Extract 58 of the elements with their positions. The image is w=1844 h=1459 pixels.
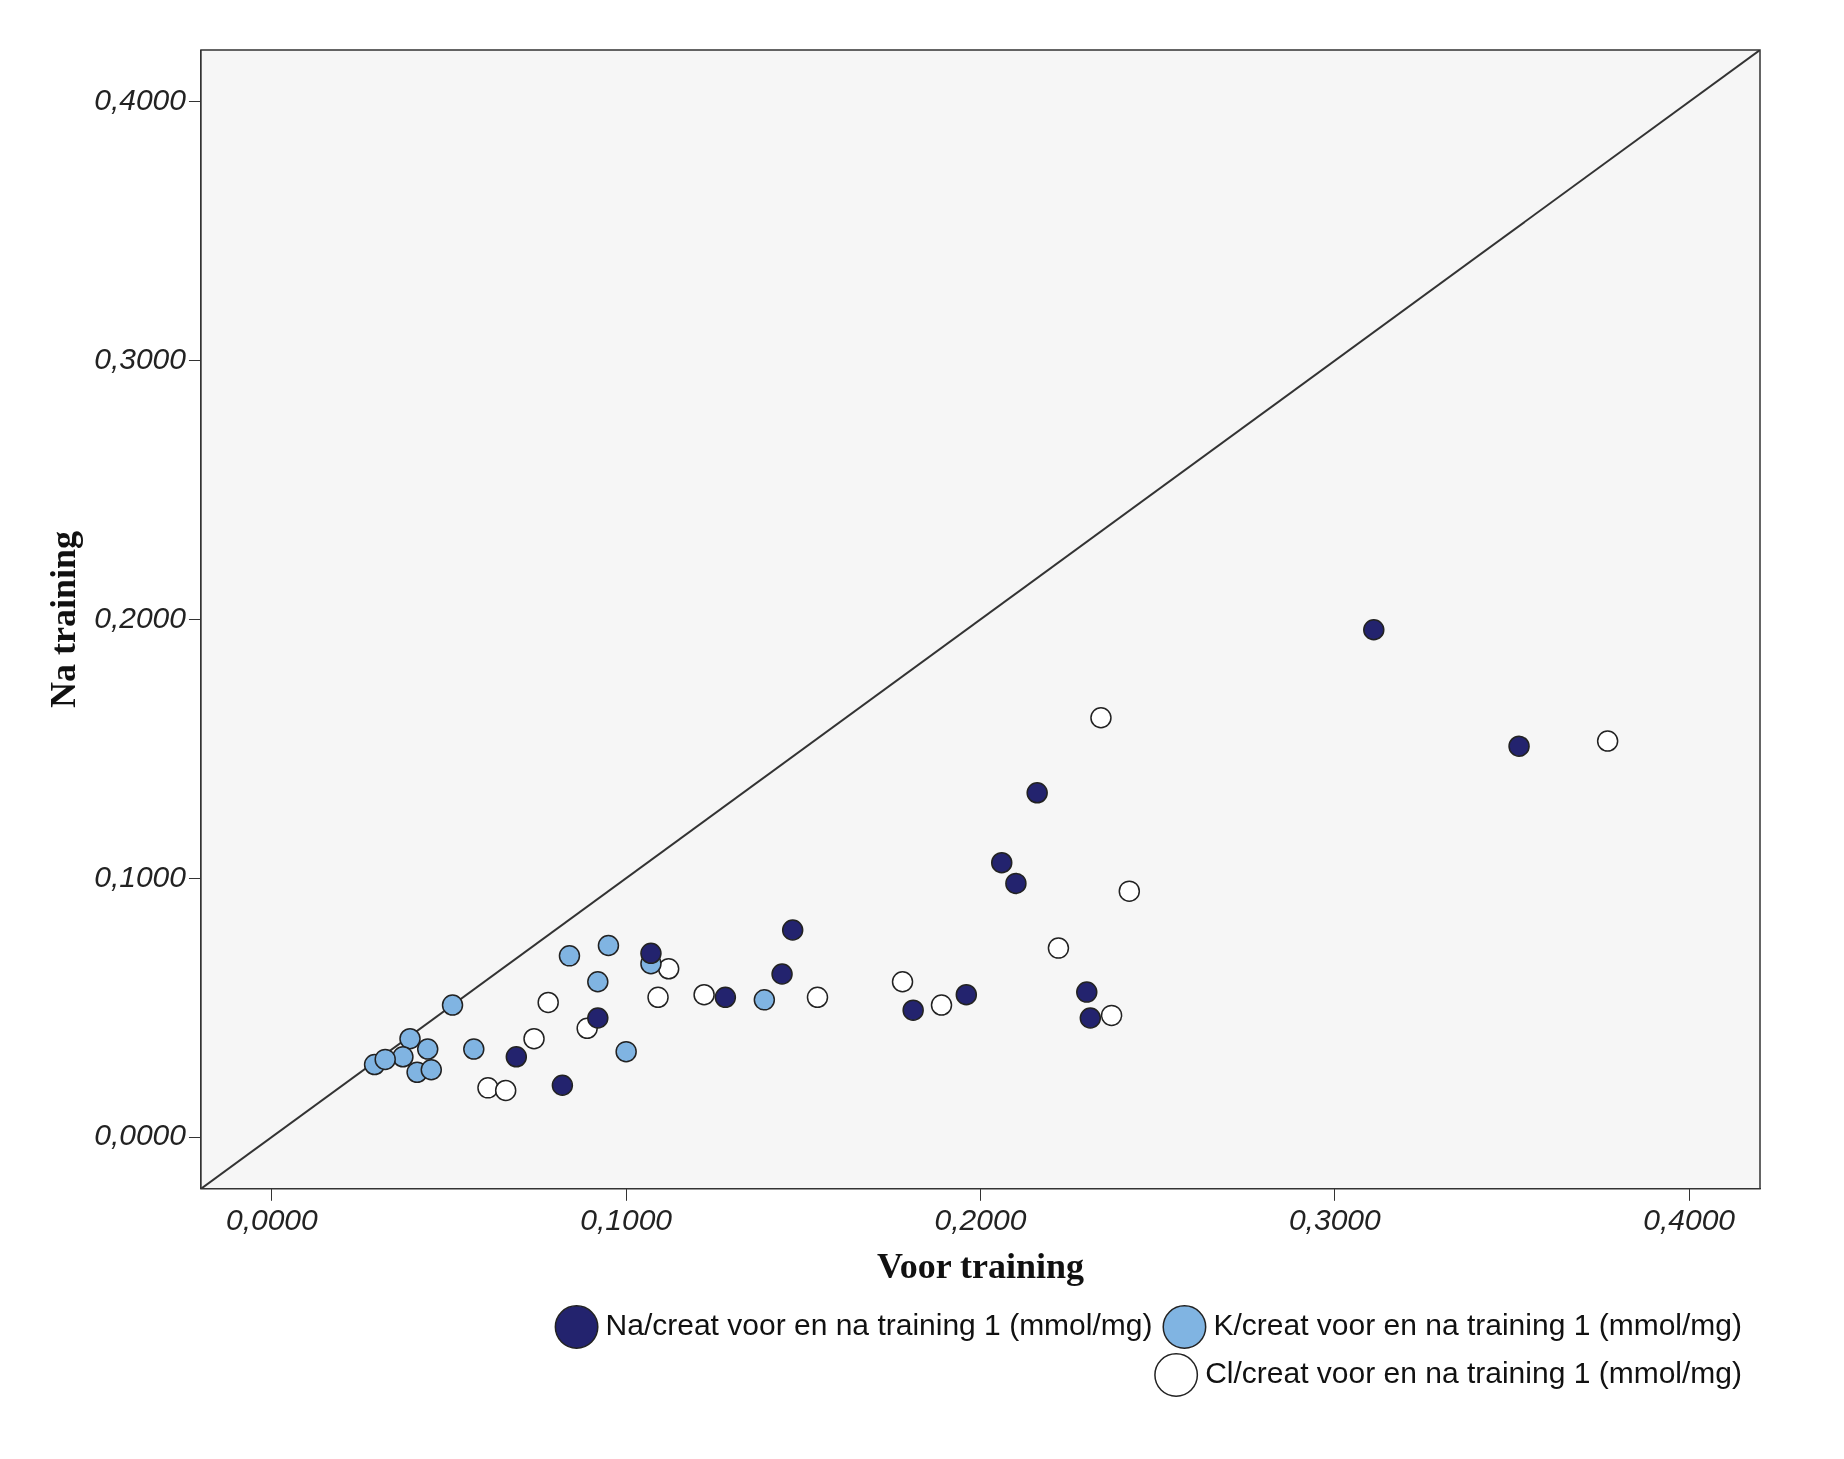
point <box>930 994 953 1016</box>
y-axis-title: Na training <box>42 530 83 708</box>
point <box>416 1038 439 1060</box>
point <box>392 1046 414 1068</box>
point <box>441 994 464 1016</box>
y-tick-label: 0,2000 <box>94 600 187 634</box>
point <box>551 1074 574 1097</box>
point <box>781 919 804 941</box>
y-tick-label: 0,1000 <box>94 859 187 893</box>
point <box>505 1046 528 1068</box>
point <box>640 942 662 965</box>
point <box>891 971 914 993</box>
point <box>399 1027 421 1050</box>
legend-label: Na/creat voor en na training 1 (mmol/mg) <box>605 1308 1153 1342</box>
point <box>990 851 1013 874</box>
point <box>587 1007 609 1029</box>
point <box>615 1040 637 1063</box>
point <box>647 986 669 1009</box>
point <box>463 1038 485 1060</box>
point <box>1026 782 1048 804</box>
point <box>477 1077 499 1099</box>
point <box>693 983 715 1006</box>
point <box>771 963 793 985</box>
y-tick-label: 0,4000 <box>94 83 187 117</box>
point <box>753 989 776 1011</box>
point <box>902 999 924 1021</box>
x-tick-label: 0,1000 <box>580 1203 673 1237</box>
x-axis-title: Voor training <box>876 1245 1084 1286</box>
point <box>420 1058 443 1081</box>
point <box>494 1079 517 1102</box>
x-tick-label: 0,2000 <box>934 1203 1027 1237</box>
point <box>1090 707 1112 729</box>
x-tick-label: 0,3000 <box>1288 1203 1381 1237</box>
x-tick-label: 0,4000 <box>1643 1203 1736 1237</box>
point <box>597 934 620 957</box>
legend-label: K/creat voor en na training 1 (mmol/mg) <box>1213 1308 1742 1342</box>
point <box>806 986 829 1009</box>
point <box>374 1048 396 1071</box>
point <box>587 971 609 993</box>
y-tick-label: 0,3000 <box>94 341 187 375</box>
point <box>1363 619 1385 641</box>
point <box>1118 880 1141 902</box>
y-tick-label: 0,0000 <box>94 1118 187 1152</box>
point <box>1076 981 1098 1003</box>
point <box>558 945 581 967</box>
point <box>955 983 978 1006</box>
point <box>657 958 680 980</box>
point <box>1005 872 1027 895</box>
legend-label: Cl/creat voor en na training 1 (mmol/mg) <box>1205 1356 1743 1390</box>
point <box>537 991 559 1014</box>
point <box>714 986 737 1009</box>
x-tick-label: 0,0000 <box>225 1203 319 1237</box>
point <box>1079 1007 1102 1029</box>
point <box>1596 730 1619 752</box>
point <box>1047 937 1070 959</box>
point <box>1100 1004 1123 1027</box>
point <box>1508 735 1530 757</box>
point <box>523 1027 545 1050</box>
